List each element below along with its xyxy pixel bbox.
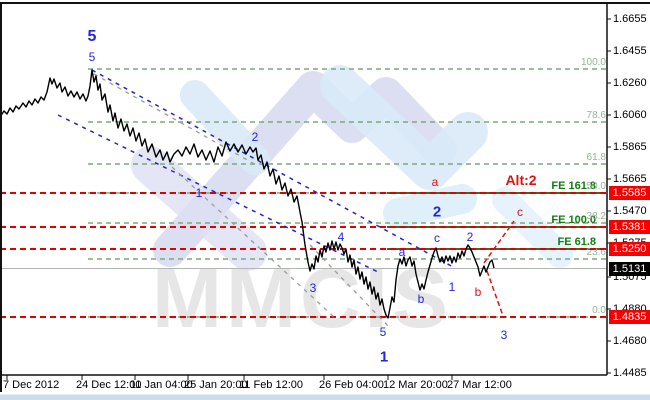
window-bottom-edge	[0, 394, 650, 400]
date-scale-label: 12 Mar 20:00	[383, 379, 448, 391]
wave-label-5: 5	[87, 28, 97, 45]
price-scale-label: 1.6060	[613, 109, 647, 121]
wave-label-a: a	[398, 245, 406, 259]
wave-label-5: 5	[379, 325, 387, 339]
fib-expansion-label: FE 161.8	[551, 180, 596, 192]
price-line	[0, 69, 495, 319]
price-scale-label: 1.5865	[613, 141, 647, 153]
price-scale-label: 1.5665	[613, 173, 647, 185]
wave-label-1: 1	[379, 348, 389, 366]
wave-label-a: a	[431, 175, 439, 189]
price-scale-label: 1.6655	[613, 13, 647, 25]
price-scale-label: 1.6455	[613, 45, 647, 57]
wave-label-2: 2	[432, 203, 442, 221]
trendline-gray	[171, 166, 336, 319]
target-price-box: 1.5585	[609, 186, 650, 200]
watermark-ribbon	[383, 184, 477, 228]
date-scale-label: 24 Dec 12:00	[76, 379, 142, 391]
wave-label-3: 3	[500, 328, 508, 342]
wave-label-b: b	[474, 285, 482, 299]
price-scale-label: 1.5075	[613, 271, 647, 283]
price-scale-label: 1.4680	[613, 335, 647, 347]
price-scale-label: 1.4880	[613, 303, 647, 315]
wave-label-2: 2	[251, 130, 259, 144]
wave-label-1: 1	[195, 186, 203, 200]
fib-percent-label: 50.0	[587, 181, 607, 192]
window-border-left	[0, 2, 2, 392]
wave-label-c: c	[517, 205, 523, 219]
target-price-box: 1.5381	[609, 220, 650, 234]
watermark-ribbon	[131, 146, 267, 271]
fib-percent-label: 61.8	[587, 152, 607, 163]
target-price-box: 1.5250	[609, 242, 650, 256]
watermark-text: MMCIS	[152, 251, 452, 345]
wave-label-5: 5	[88, 50, 96, 64]
fib-expansion-label: FE 100.0	[551, 214, 596, 226]
window-border-top	[0, 2, 650, 4]
wave-label-alt2: Alt:2	[505, 172, 537, 188]
fib-expansion-label: FE 61.8	[557, 236, 596, 248]
wave-label-2: 2	[466, 230, 474, 244]
watermark-ribbon	[153, 71, 457, 267]
watermark-ribbon	[180, 80, 270, 175]
wave-label-4: 4	[337, 230, 345, 244]
price-scale-label: 1.6260	[613, 77, 647, 89]
projection-line-red	[483, 220, 515, 264]
fib-percent-label: 100.0	[581, 57, 606, 68]
trendline-blue	[91, 69, 456, 269]
current-price-box: 1.5131	[609, 262, 650, 276]
date-scale-label: 11 Jan 04:00	[130, 379, 193, 391]
date-scale-label: 27 Mar 12:00	[447, 379, 512, 391]
trendline-gray	[309, 244, 391, 329]
price-scale-label: 1.5470	[613, 205, 647, 217]
fib-percent-label: 78.6	[587, 110, 607, 121]
date-scale-label: 7 Dec 2012	[3, 379, 60, 391]
target-price-box: 1.4835	[609, 310, 650, 324]
wave-label-1: 1	[448, 280, 456, 294]
date-scale-label: 11 Feb 12:00	[239, 379, 304, 391]
fib-percent-label: 38.2	[587, 211, 607, 222]
date-scale-label: 25 Jan 20:00	[184, 379, 248, 391]
wave-label-3: 3	[309, 281, 317, 295]
price-scale-label: 1.4485	[613, 367, 647, 379]
wave-label-b: b	[417, 292, 425, 306]
date-scale-label: 26 Feb 04:00	[319, 379, 384, 391]
wave-label-c: c	[434, 231, 440, 245]
watermark-ribbon	[320, 65, 488, 190]
fib-percent-label: 0.0	[592, 305, 606, 316]
fib-percent-label: 23.6	[587, 247, 607, 258]
